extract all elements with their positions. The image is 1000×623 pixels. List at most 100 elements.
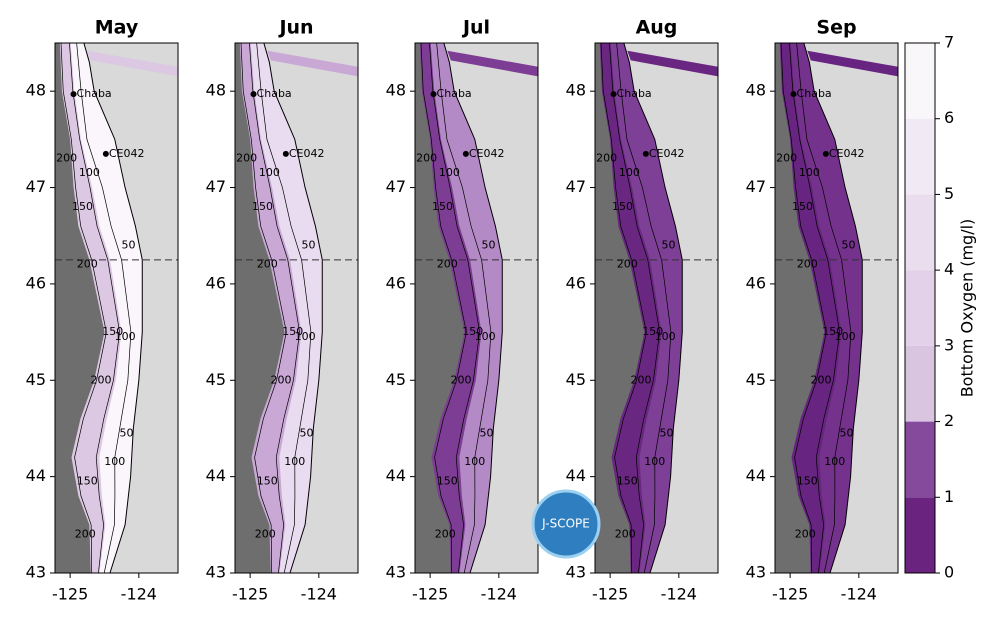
y-tick-label: 48 xyxy=(566,81,586,100)
y-tick-label: 48 xyxy=(746,81,766,100)
contour xyxy=(420,43,467,573)
station xyxy=(822,150,829,157)
strait xyxy=(627,50,718,77)
contour-label: 200 xyxy=(631,373,652,386)
contour-label: 50 xyxy=(839,426,853,439)
colorbar-segment xyxy=(905,421,935,498)
contour-label: 150 xyxy=(77,474,98,487)
station xyxy=(102,150,109,157)
map-panel: 2001001505020015010050200150100200ChabaC… xyxy=(235,43,358,573)
panel-frame xyxy=(774,42,899,574)
y-tick-label: 43 xyxy=(746,563,766,582)
contour-label: 150 xyxy=(102,325,123,338)
station-label: Chaba xyxy=(797,87,832,100)
y-tick-label: 44 xyxy=(26,466,46,485)
station xyxy=(462,150,469,157)
colorbar-segment xyxy=(905,497,935,573)
contour-label: 50 xyxy=(122,238,136,251)
contour-label: 150 xyxy=(462,325,483,338)
map-panel: 2001001505020015010050200150100200ChabaC… xyxy=(595,43,718,573)
contour-label: 100 xyxy=(799,166,820,179)
x-tick-label: -125 xyxy=(772,585,808,604)
coastline xyxy=(263,43,323,573)
contour-label: 200 xyxy=(615,527,636,540)
contour xyxy=(789,43,840,573)
station-label: CE042 xyxy=(469,147,505,160)
station-label: Chaba xyxy=(77,87,112,100)
strait xyxy=(87,50,178,77)
contour-label: 100 xyxy=(79,166,100,179)
y-tick-label: 48 xyxy=(206,81,226,100)
y-tick-label: 48 xyxy=(386,81,406,100)
logo-text: J-SCOPE xyxy=(541,517,590,531)
station-label: Chaba xyxy=(437,87,472,100)
contour-label: 100 xyxy=(295,330,316,343)
contour-label: 150 xyxy=(797,474,818,487)
x-tick-label: -124 xyxy=(121,585,157,604)
station xyxy=(70,91,77,98)
station-label: CE042 xyxy=(829,147,865,160)
panel-frame xyxy=(234,42,359,574)
contour xyxy=(609,43,660,573)
strait xyxy=(447,50,538,77)
coastline xyxy=(623,43,683,573)
colorbar-tick-label: 7 xyxy=(944,33,954,52)
contour-label: 150 xyxy=(437,474,458,487)
y-tick-label: 45 xyxy=(206,370,226,389)
contour-label: 100 xyxy=(655,330,676,343)
coastline xyxy=(83,43,143,573)
station-label: CE042 xyxy=(649,147,685,160)
contour-label: 200 xyxy=(797,258,818,271)
contour-label: 200 xyxy=(236,152,257,165)
y-tick-label: 47 xyxy=(386,177,406,196)
coastline xyxy=(803,43,863,573)
colorbar-tick-label: 5 xyxy=(944,184,954,203)
colorbar-tick-label: 0 xyxy=(944,563,954,582)
x-tick-label: -124 xyxy=(481,585,517,604)
map-panel: 2001001505020015010050200150100200ChabaC… xyxy=(415,43,538,573)
contour-label: 150 xyxy=(432,200,453,213)
y-tick-label: 47 xyxy=(206,177,226,196)
contour-label: 200 xyxy=(255,527,276,540)
panel-title: Jun xyxy=(277,17,313,39)
y-tick-label: 48 xyxy=(26,81,46,100)
contour-label: 100 xyxy=(475,330,496,343)
colorbar-label: Bottom Oxygen (mg/l) xyxy=(958,219,977,398)
x-tick-label: -125 xyxy=(592,585,628,604)
contour-label: 200 xyxy=(271,373,292,386)
colorbar-frame xyxy=(904,42,936,574)
contour-label: 50 xyxy=(659,426,673,439)
y-tick-label: 43 xyxy=(206,563,226,582)
contour-label: 200 xyxy=(617,258,638,271)
station xyxy=(642,150,649,157)
contour-label: 50 xyxy=(302,238,316,251)
y-tick-label: 43 xyxy=(566,563,586,582)
y-tick-label: 43 xyxy=(26,563,46,582)
x-tick-label: -124 xyxy=(661,585,697,604)
contour-label: 100 xyxy=(464,455,485,468)
strait xyxy=(807,50,898,77)
contour-label: 150 xyxy=(252,200,273,213)
contour-label: 100 xyxy=(115,330,136,343)
station-label: Chaba xyxy=(257,87,292,100)
contour xyxy=(600,43,647,573)
contour-label: 50 xyxy=(842,238,856,251)
contour-label: 50 xyxy=(479,426,493,439)
colorbar-tick-label: 1 xyxy=(944,487,954,506)
contour-label: 150 xyxy=(792,200,813,213)
contour-label: 150 xyxy=(642,325,663,338)
y-tick-label: 44 xyxy=(206,466,226,485)
panel-frame xyxy=(414,42,539,574)
colorbar-segment xyxy=(905,194,935,271)
shelf-inner xyxy=(70,43,143,573)
contour xyxy=(796,43,852,573)
station-label: CE042 xyxy=(289,147,325,160)
coastline xyxy=(443,43,503,573)
contour-label: 50 xyxy=(299,426,313,439)
station xyxy=(610,91,617,98)
x-tick-label: -124 xyxy=(301,585,337,604)
y-tick-label: 47 xyxy=(26,177,46,196)
contour-label: 50 xyxy=(662,238,676,251)
y-tick-label: 47 xyxy=(566,177,586,196)
panel-title: Sep xyxy=(816,17,856,39)
